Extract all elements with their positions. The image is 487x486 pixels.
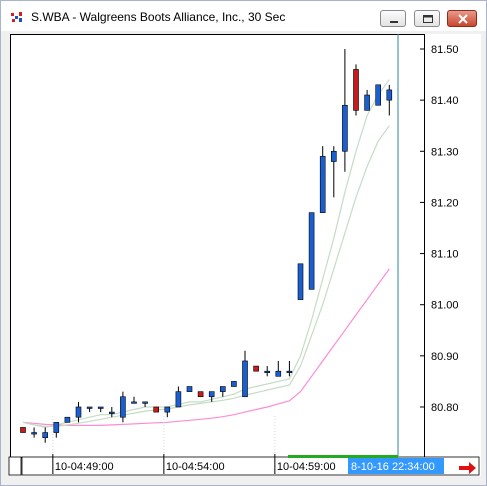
- candle-body[interactable]: [42, 432, 49, 438]
- candle-body[interactable]: [264, 370, 271, 373]
- y-tick-label: 81.50: [431, 44, 459, 56]
- candle-body[interactable]: [275, 370, 282, 377]
- candle-body[interactable]: [342, 104, 348, 152]
- candle-body[interactable]: [75, 406, 82, 418]
- candle-body[interactable]: [153, 406, 159, 413]
- time-axis-scroll-box[interactable]: [8, 456, 22, 476]
- candle-body[interactable]: [208, 391, 215, 398]
- y-tick-label: 81.40: [431, 95, 459, 107]
- minimize-button[interactable]: [380, 10, 406, 27]
- candle-body[interactable]: [375, 84, 382, 106]
- candle-body[interactable]: [120, 396, 126, 418]
- candle-body[interactable]: [253, 365, 259, 372]
- close-icon: [458, 14, 468, 24]
- close-button[interactable]: [447, 10, 477, 27]
- x-tick-label: 10-04:54:00: [166, 461, 225, 473]
- scroll-right-arrow-icon[interactable]: [459, 462, 476, 474]
- y-tick-label: 81.20: [431, 197, 459, 209]
- moving-average-fast-line: [22, 79, 390, 429]
- y-tick-label: 80.90: [431, 351, 459, 363]
- y-tick-label: 80.80: [431, 402, 459, 414]
- candle-body[interactable]: [109, 411, 115, 414]
- candle-body[interactable]: [64, 416, 71, 423]
- y-tick-label: 81.30: [431, 146, 459, 158]
- restore-button[interactable]: [414, 10, 440, 27]
- candle-body[interactable]: [186, 386, 193, 392]
- candle-body[interactable]: [142, 401, 148, 404]
- x-tick-label: 10-04:59:00: [277, 461, 336, 473]
- cursor-time-label-bg: [348, 458, 444, 474]
- candle-body[interactable]: [131, 401, 137, 404]
- cursor-time-label: 8-10-16 22:34:00: [351, 461, 435, 473]
- restore-icon: [423, 15, 433, 23]
- candle-body[interactable]: [175, 391, 182, 408]
- candle-body[interactable]: [31, 432, 37, 435]
- y-tick-label: 81.00: [431, 300, 459, 312]
- y-tick-label: 81.10: [431, 249, 459, 261]
- candle-body[interactable]: [386, 89, 393, 101]
- candle-body[interactable]: [164, 406, 171, 413]
- title-bar[interactable]: S.WBA - Walgreens Boots Alliance, Inc., …: [1, 1, 486, 31]
- moving-average-mid-line: [22, 125, 390, 427]
- candle-body[interactable]: [97, 406, 104, 409]
- candle-body[interactable]: [286, 370, 293, 373]
- minimize-icon: [390, 21, 398, 23]
- candle-body[interactable]: [197, 391, 204, 398]
- candle-body[interactable]: [330, 150, 337, 162]
- candle-body[interactable]: [20, 427, 26, 433]
- session-marker-bar: [288, 455, 398, 458]
- candle-body[interactable]: [86, 406, 93, 409]
- candle-body[interactable]: [242, 360, 248, 398]
- price-axis-pane[interactable]: [425, 34, 481, 458]
- moving-average-slow-line: [22, 268, 390, 426]
- candle-body[interactable]: [364, 94, 370, 111]
- candle-body[interactable]: [353, 69, 359, 111]
- candle-body[interactable]: [220, 386, 226, 392]
- window-title: S.WBA - Walgreens Boots Alliance, Inc., …: [31, 10, 286, 24]
- candle-body[interactable]: [319, 156, 326, 213]
- candle-body[interactable]: [53, 422, 60, 433]
- candle-body[interactable]: [308, 212, 315, 290]
- chart-app-icon: [10, 11, 24, 24]
- candle-body[interactable]: [231, 381, 237, 387]
- x-tick-label: 10-04:49:00: [55, 461, 114, 473]
- candle-body[interactable]: [297, 263, 304, 300]
